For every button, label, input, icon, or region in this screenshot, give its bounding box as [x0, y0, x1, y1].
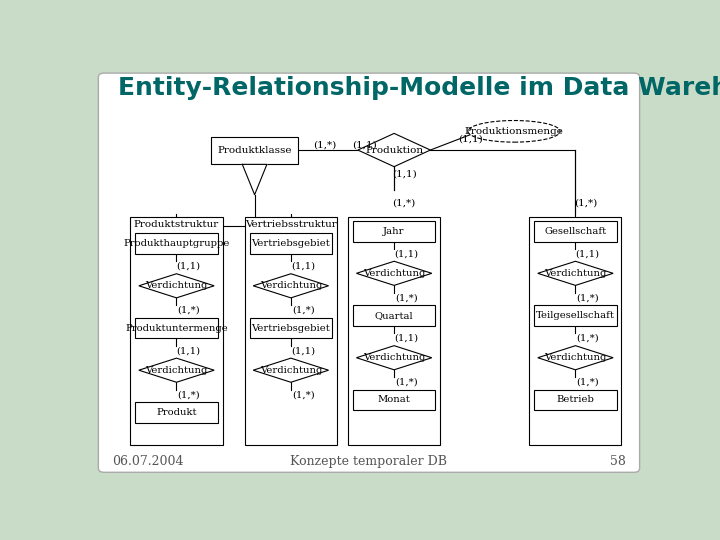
Text: (1,1): (1,1) [291, 262, 315, 271]
Text: (1,1): (1,1) [392, 169, 417, 178]
Bar [353, 221, 436, 241]
Polygon shape [538, 346, 613, 370]
Text: (1,1): (1,1) [576, 249, 600, 259]
Text: Vertriebsstruktur: Vertriebsstruktur [245, 220, 337, 228]
Text: (1,1): (1,1) [176, 262, 201, 271]
Text: (1,1): (1,1) [395, 334, 418, 343]
Bar [534, 305, 617, 326]
Bar [245, 217, 337, 446]
Bar [130, 217, 222, 446]
Polygon shape [538, 261, 613, 285]
Text: Vertriebsgebiet: Vertriebsgebiet [251, 239, 330, 248]
Bar [135, 402, 217, 423]
Text: (1,1): (1,1) [395, 249, 418, 259]
Text: (1,1): (1,1) [291, 346, 315, 355]
Text: (1,*): (1,*) [577, 334, 599, 343]
Bar [353, 305, 436, 326]
Bar [348, 217, 440, 446]
Polygon shape [243, 164, 267, 195]
Text: Verdichtung: Verdichtung [145, 281, 207, 291]
Text: Produkthauptgruppe: Produkthauptgruppe [123, 239, 230, 248]
Polygon shape [139, 274, 214, 298]
Text: (1,*): (1,*) [395, 293, 418, 302]
Text: Quartal: Quartal [375, 311, 413, 320]
Text: Produktionsmenge: Produktionsmenge [464, 127, 564, 136]
Text: 58: 58 [610, 455, 626, 468]
Text: (1,1): (1,1) [352, 140, 377, 149]
Text: Jahr: Jahr [383, 227, 405, 235]
Text: (1,*): (1,*) [392, 198, 415, 207]
Bar [534, 221, 617, 241]
Text: Entity-Relationship-Modelle im Data Warehouse: Entity-Relationship-Modelle im Data Ware… [118, 76, 720, 100]
Text: 06.07.2004: 06.07.2004 [112, 455, 184, 468]
Text: Vertriebsgebiet: Vertriebsgebiet [251, 323, 330, 333]
Polygon shape [356, 346, 432, 370]
Bar [534, 389, 617, 410]
Text: (1,*): (1,*) [292, 390, 315, 399]
Polygon shape [356, 261, 432, 285]
Text: (1,*): (1,*) [577, 293, 599, 302]
Text: Verdichtung: Verdichtung [544, 353, 607, 362]
Text: (1,1): (1,1) [176, 346, 201, 355]
Text: Verdichtung: Verdichtung [363, 269, 426, 278]
Text: (1,*): (1,*) [177, 306, 200, 315]
Text: Teilgesellschaft: Teilgesellschaft [536, 311, 615, 320]
Text: Produktuntermenge: Produktuntermenge [125, 323, 228, 333]
Text: Produktstruktur: Produktstruktur [134, 220, 219, 228]
Text: Produktklasse: Produktklasse [217, 146, 292, 154]
Bar [135, 233, 217, 254]
Text: Monat: Monat [378, 395, 410, 404]
Bar [353, 389, 436, 410]
Text: (1,1): (1,1) [458, 134, 483, 143]
Text: (1,*): (1,*) [577, 378, 599, 387]
Bar [212, 137, 298, 164]
Text: Verdichtung: Verdichtung [363, 353, 426, 362]
Text: (1,*): (1,*) [312, 140, 336, 149]
Text: Verdichtung: Verdichtung [260, 281, 322, 291]
Text: Konzepte temporaler DB: Konzepte temporaler DB [290, 455, 448, 468]
FancyBboxPatch shape [99, 73, 639, 472]
Ellipse shape [468, 120, 560, 142]
Text: (1,*): (1,*) [395, 378, 418, 387]
Bar [250, 233, 332, 254]
Text: Verdichtung: Verdichtung [145, 366, 207, 375]
Bar [250, 318, 332, 339]
Polygon shape [253, 274, 328, 298]
Polygon shape [139, 358, 214, 382]
Text: Verdichtung: Verdichtung [544, 269, 607, 278]
Text: Betrieb: Betrieb [557, 395, 595, 404]
Bar [529, 217, 621, 446]
Text: (1,*): (1,*) [292, 306, 315, 315]
Text: (1,*): (1,*) [574, 198, 597, 207]
Bar [135, 318, 217, 339]
Polygon shape [358, 133, 431, 167]
Polygon shape [253, 358, 328, 382]
Text: (1,*): (1,*) [177, 390, 200, 399]
Text: Gesellschaft: Gesellschaft [544, 227, 606, 235]
Text: Produkt: Produkt [156, 408, 197, 417]
Text: Produktion: Produktion [365, 146, 423, 154]
Text: Verdichtung: Verdichtung [260, 366, 322, 375]
